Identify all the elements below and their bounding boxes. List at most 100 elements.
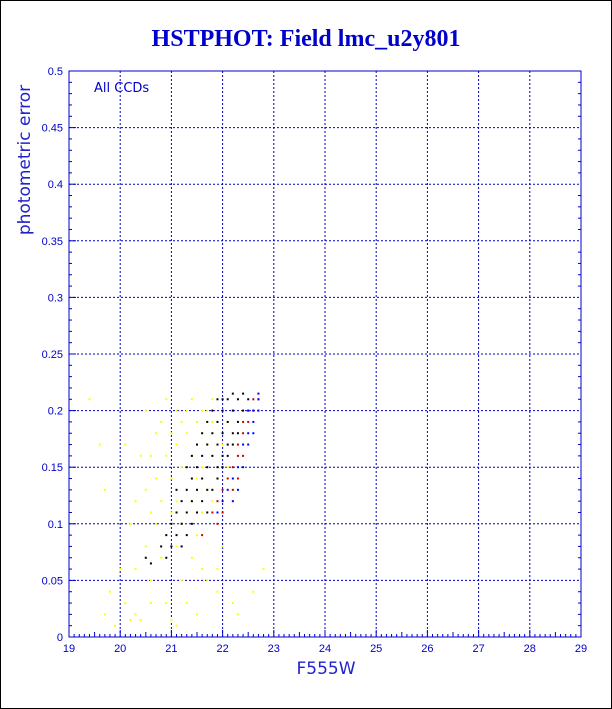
scatter-point: [201, 534, 204, 537]
scatter-point: [155, 522, 158, 525]
scatter-point: [170, 619, 173, 622]
scatter-point: [196, 466, 198, 469]
scatter-point: [236, 432, 239, 435]
scatter-point: [149, 579, 152, 582]
scatter-point: [226, 477, 229, 480]
scatter-point: [196, 443, 198, 446]
grid-layer: [69, 71, 581, 637]
scatter-point: [124, 602, 127, 605]
scatter-point: [196, 420, 198, 423]
scatter-point: [221, 466, 224, 469]
scatter-point: [221, 409, 224, 412]
scatter-point: [165, 556, 168, 559]
scatter-point: [185, 409, 188, 412]
scatter-point: [175, 500, 178, 503]
x-tick-label: 24: [319, 643, 331, 655]
scatter-point: [242, 420, 245, 423]
y-tick-label: 0.05: [42, 575, 63, 587]
scatter-point: [185, 602, 188, 605]
scatter-point: [242, 392, 245, 395]
x-tick-label: 21: [165, 643, 177, 655]
x-tick-label: 25: [370, 643, 382, 655]
scatter-point: [165, 454, 168, 457]
scatter-point: [231, 466, 234, 469]
scatter-point: [206, 409, 209, 412]
scatter-point: [216, 590, 219, 593]
scatter-point: [190, 398, 193, 401]
scatter-point: [211, 511, 214, 514]
scatter-point: [221, 443, 224, 446]
scatter-point: [144, 409, 147, 412]
scatter-point: [247, 398, 250, 401]
x-tick-label: 20: [114, 643, 126, 655]
scatter-point: [242, 432, 245, 435]
scatter-point: [211, 500, 214, 503]
scatter-point: [236, 477, 239, 480]
scatter-point: [252, 590, 255, 593]
chart-title: HSTPHOT: Field lmc_u2y801: [151, 26, 461, 52]
scatter-point: [185, 432, 188, 435]
scatter-point: [144, 488, 147, 491]
scatter-point: [211, 420, 214, 423]
scatter-point: [252, 409, 255, 412]
points-layer: [88, 392, 265, 627]
scatter-point: [165, 398, 168, 401]
scatter-point: [252, 432, 255, 435]
scatter-point: [175, 511, 178, 514]
scatter-point: [236, 454, 239, 457]
ticks-layer: 19 20 21 22 23 24 25 26 27 28 29 0 0.05 0.1 0.15 0.2 0.2…: [42, 66, 588, 655]
y-tick-label: 0.4: [48, 179, 63, 191]
scatter-point: [226, 398, 229, 401]
scatter-point: [216, 511, 219, 514]
scatter-point: [103, 613, 106, 616]
x-tick-label: 26: [421, 643, 433, 655]
scatter-point: [226, 466, 229, 469]
scatter-point: [175, 624, 178, 627]
scatter-point: [201, 568, 204, 571]
scatter-point: [236, 398, 239, 401]
scatter-point: [165, 602, 168, 605]
scatter-point: [201, 454, 204, 457]
scatter-point: [129, 619, 132, 622]
scatter-point: [221, 545, 224, 548]
x-tick-label: 27: [472, 643, 484, 655]
scatter-point: [257, 409, 260, 412]
scatter-point: [211, 432, 214, 435]
scatter-point: [216, 398, 219, 401]
annotation-label: All CCDs: [94, 81, 149, 96]
scatter-point: [180, 579, 183, 582]
scatter-point: [170, 477, 173, 480]
scatter-point: [221, 398, 224, 401]
scatter-point: [201, 466, 204, 469]
scatter-point: [247, 409, 250, 412]
scatter-point: [129, 522, 132, 525]
scatter-point: [206, 420, 209, 423]
scatter-point: [231, 392, 234, 395]
scatter-point: [231, 409, 234, 412]
x-tick-label: 23: [268, 643, 280, 655]
scatter-point: [252, 398, 255, 401]
y-tick-label: 0.25: [42, 349, 63, 361]
scatter-point: [221, 454, 224, 457]
scatter-point: [160, 420, 163, 423]
scatter-point: [231, 432, 234, 435]
scatter-point: [247, 443, 250, 446]
scatter-point: [180, 420, 183, 423]
scatter-point: [88, 398, 91, 401]
scatter-point: [119, 568, 122, 571]
scatter-point: [226, 420, 229, 423]
scatter-point: [216, 420, 219, 423]
scatter-point: [242, 466, 245, 469]
scatter-point: [216, 522, 219, 525]
scatter-point: [114, 624, 117, 627]
scatter-point: [206, 511, 209, 514]
scatter-point: [149, 562, 152, 565]
scatter-point: [216, 466, 219, 469]
scatter-point: [201, 432, 204, 435]
scatter-point: [196, 488, 198, 491]
scatter-point: [134, 568, 137, 571]
scatter-point: [236, 420, 239, 423]
scatter-point: [124, 443, 127, 446]
scatter-point: [155, 432, 158, 435]
scatter-point: [175, 443, 178, 446]
